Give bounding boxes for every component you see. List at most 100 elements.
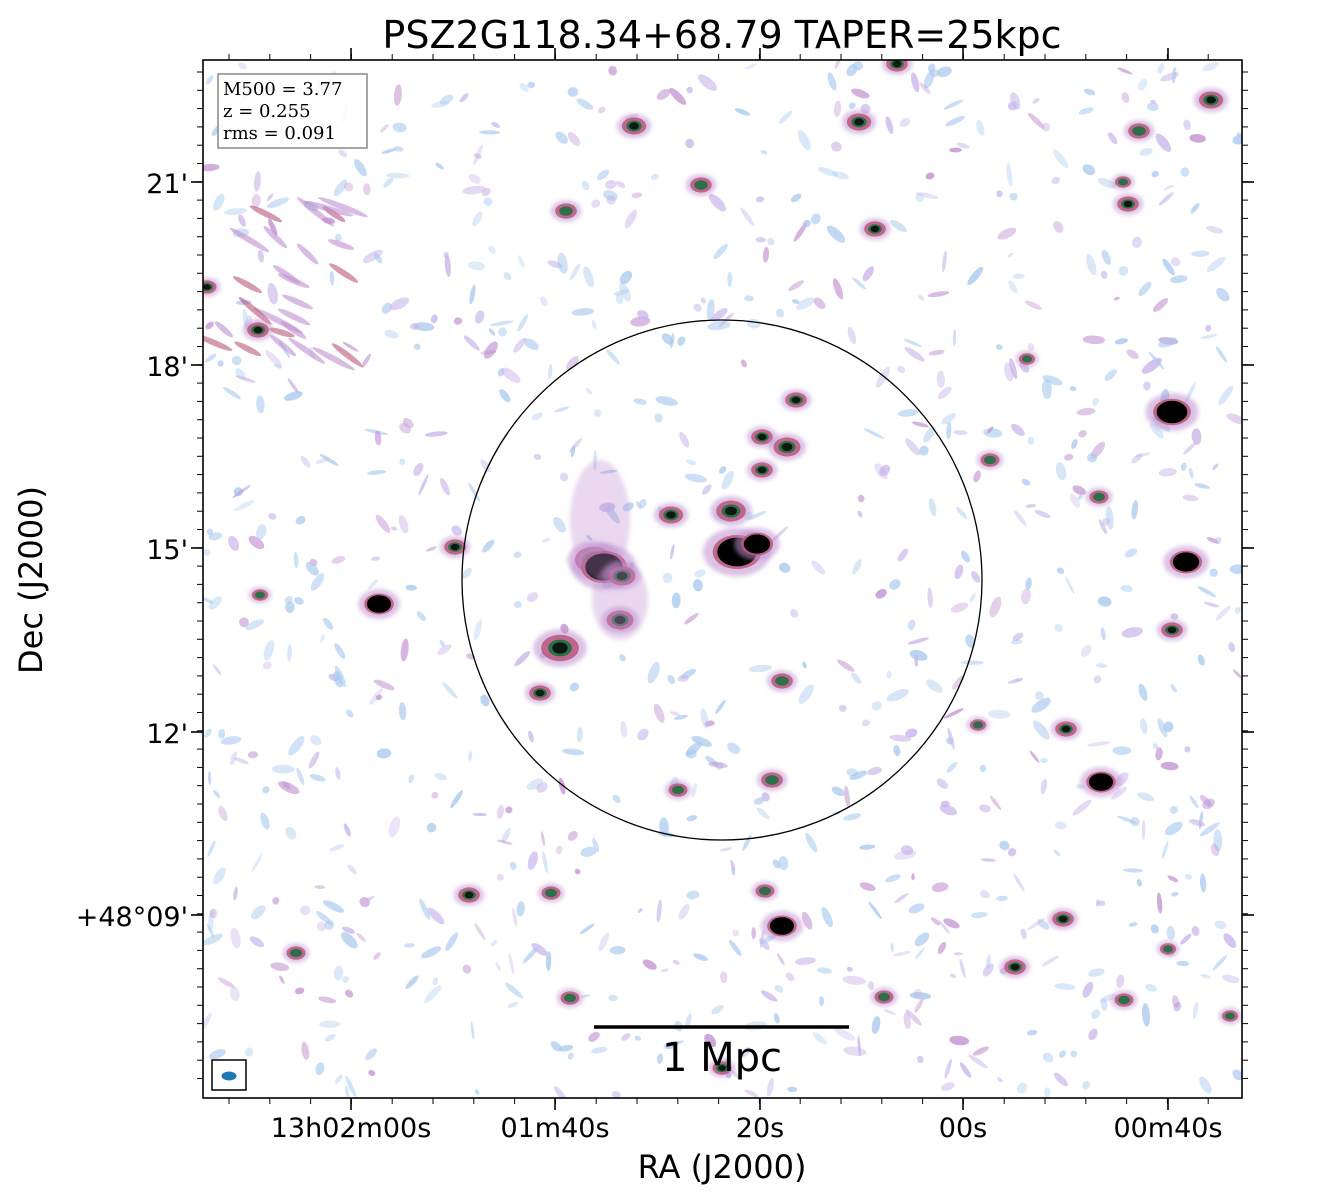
noise-blob [517, 314, 529, 332]
noise-blob [1037, 919, 1050, 930]
noise-blob [489, 320, 514, 327]
noise-blob [905, 438, 921, 456]
y-tick-labels: 21' 18' 15' 12' +48°09' [76, 169, 188, 933]
noise-blob [1012, 632, 1024, 641]
noise-blob [229, 751, 238, 765]
noise-blob [472, 812, 488, 817]
noise-blob [1055, 462, 1067, 481]
noise-blob [989, 596, 1002, 618]
noise-blob [248, 535, 265, 550]
noise-blob [315, 911, 334, 926]
noise-blob [728, 939, 742, 956]
noise-blob [938, 386, 952, 400]
noise-blob [897, 365, 906, 374]
noise-blob [715, 699, 726, 714]
noise-blob [1093, 675, 1102, 684]
noise-blob [1156, 892, 1163, 914]
noise-blob [430, 314, 438, 324]
noise-blob [606, 349, 620, 365]
noise-blob [839, 704, 847, 712]
noise-blob [597, 169, 610, 181]
noise-blob [342, 341, 359, 352]
noise-blob [308, 751, 320, 769]
noise-blob [956, 142, 970, 149]
noise-blob [943, 918, 960, 929]
noise-blob [1100, 998, 1108, 1011]
noise-blob [342, 926, 355, 934]
noise-blob [1082, 335, 1106, 345]
noise-blob [314, 885, 326, 889]
noise-blob [235, 375, 256, 383]
noise-blob [1214, 920, 1227, 930]
noise-blob [284, 595, 293, 604]
noise-blob [1180, 167, 1190, 177]
noise-blob [936, 778, 949, 789]
noise-blob [852, 558, 862, 575]
noise-blob [813, 297, 826, 310]
radio-source [282, 943, 310, 963]
noise-blob [805, 832, 818, 853]
noise-blob [1200, 974, 1211, 979]
noise-blob [867, 766, 882, 776]
noise-blob [403, 943, 415, 948]
noise-blob [634, 1035, 641, 1041]
noise-blob [247, 751, 259, 759]
noise-blob [379, 123, 389, 133]
noise-blob [420, 946, 442, 959]
noise-blob [621, 1033, 631, 1041]
noise-blob [949, 1035, 970, 1046]
artefact-streak [269, 334, 297, 357]
noise-blob [1042, 1052, 1054, 1063]
noise-blob [356, 932, 366, 942]
noise-blob [619, 654, 627, 662]
noise-blob [907, 637, 930, 645]
noise-blob [287, 378, 300, 395]
noise-blob [285, 827, 297, 840]
noise-blob [450, 790, 463, 809]
noise-blob [817, 967, 832, 974]
noise-blob [373, 679, 395, 691]
noise-blob [897, 548, 909, 562]
radio-source [870, 987, 898, 1007]
noise-blob [897, 409, 919, 417]
noise-blob [890, 943, 895, 953]
noise-blob [810, 213, 821, 225]
noise-blob [727, 271, 733, 287]
noise-blob [727, 742, 741, 755]
noise-blob [1113, 296, 1120, 301]
noise-blob [1138, 281, 1152, 297]
noise-blob [1086, 253, 1097, 276]
noise-blob [268, 218, 278, 236]
noise-blob [585, 387, 593, 395]
noise-blob [1082, 1080, 1091, 1090]
noise-blob [831, 141, 842, 152]
noise-blob [541, 538, 551, 543]
info-rms: rms = 0.091 [223, 123, 336, 144]
noise-blob [1100, 627, 1106, 641]
noise-blob [965, 634, 976, 648]
noise-blob [597, 106, 606, 114]
artefact-streak [282, 294, 313, 310]
artefact-streak [318, 197, 368, 218]
noise-blob [719, 847, 732, 852]
radio-source [1163, 545, 1209, 579]
noise-blob [989, 795, 1002, 810]
noise-blob [319, 1020, 341, 1028]
noise-blob [288, 736, 305, 756]
noise-blob [1077, 494, 1083, 500]
noise-blob [670, 544, 675, 560]
noise-blob [1054, 821, 1067, 830]
noise-blob [949, 147, 962, 153]
radio-source [734, 527, 780, 561]
noise-blob [360, 895, 375, 905]
noise-blob [468, 173, 481, 184]
noise-blob [903, 1012, 911, 1030]
noise-blob [503, 272, 512, 281]
noise-blob [901, 845, 914, 855]
noise-blob [1052, 149, 1069, 169]
radio-sources [203, 60, 1242, 1078]
noise-blob [203, 548, 211, 556]
noise-blob [1190, 203, 1200, 214]
noise-blob [831, 786, 845, 797]
